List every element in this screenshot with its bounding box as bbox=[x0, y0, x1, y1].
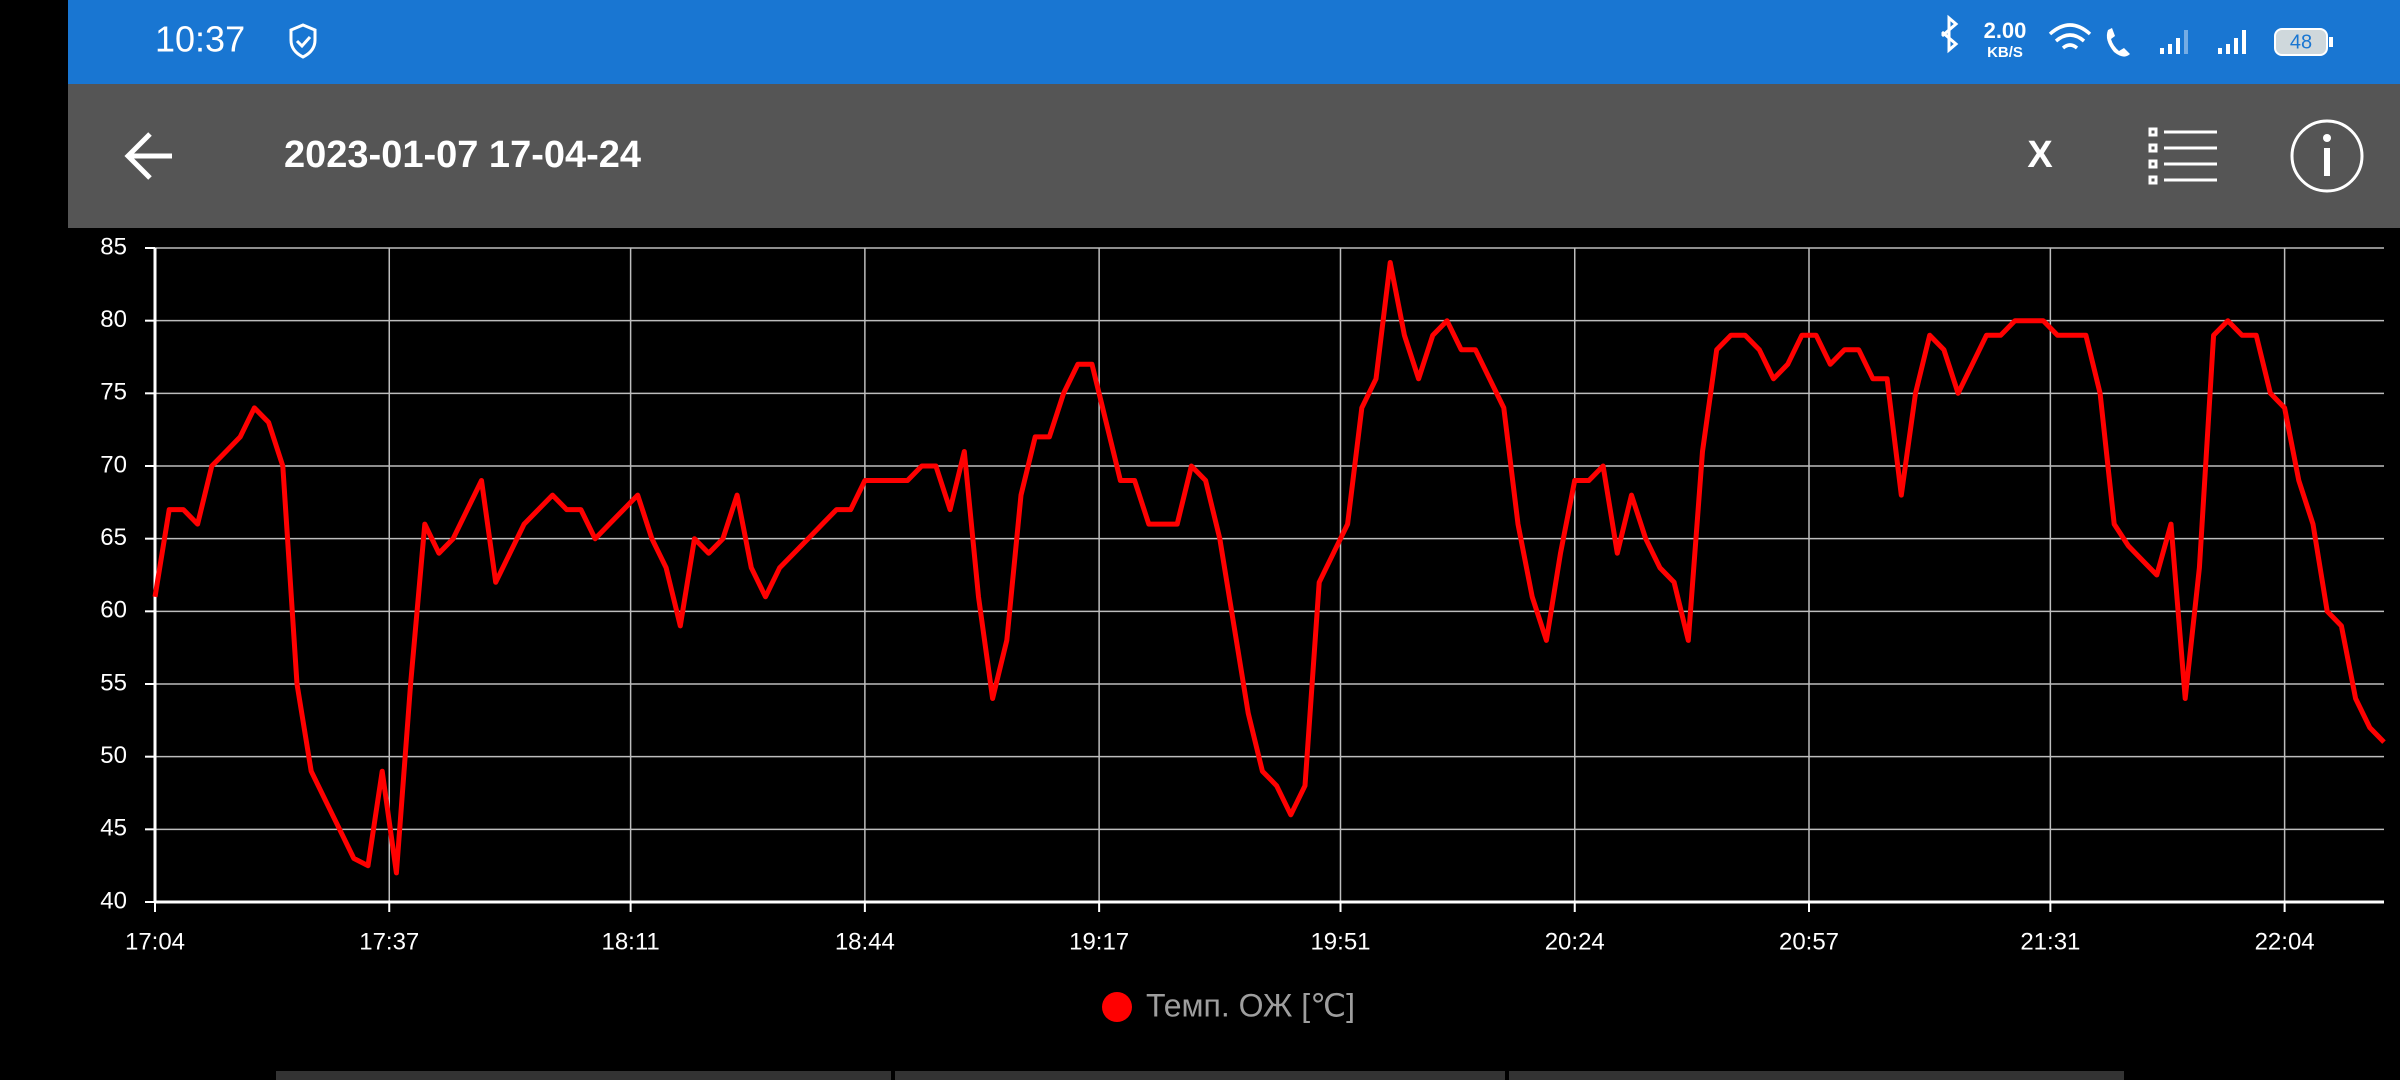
y-tick-label: 65 bbox=[100, 524, 127, 551]
x-tick-label: 20:57 bbox=[1779, 928, 1839, 955]
y-tick-label: 45 bbox=[100, 815, 127, 842]
info-button[interactable] bbox=[2290, 119, 2364, 193]
chart: 40 45 50 55 60 65 70 75 80 85 17:04 17:37 18:11 18:44… bbox=[100, 233, 2386, 955]
battery-icon bbox=[2274, 28, 2328, 56]
data-line bbox=[152, 260, 2386, 876]
x-tick-label: 17:04 bbox=[125, 928, 185, 955]
battery-tip bbox=[2329, 37, 2333, 47]
call-icon bbox=[2106, 28, 2130, 57]
signal-2 bbox=[2218, 30, 2246, 54]
wifi-icon bbox=[2048, 23, 2092, 50]
net-unit: KB/S bbox=[1987, 44, 2023, 61]
battery-level: 48 bbox=[2290, 31, 2312, 53]
x-tick-label: 19:17 bbox=[1069, 928, 1129, 955]
net-speed: 2.00 bbox=[1984, 18, 2027, 43]
nav-segment bbox=[1509, 1071, 2124, 1080]
toolbar-title: 2023-01-07 17-04-24 bbox=[284, 134, 641, 176]
x-tick-label: 18:11 bbox=[601, 928, 659, 955]
x-tick-label: 22:04 bbox=[2255, 928, 2315, 955]
legend-label: Темп. ОЖ [℃] bbox=[1146, 987, 1355, 1023]
shield-icon bbox=[289, 23, 317, 59]
legend-swatch bbox=[1102, 992, 1132, 1022]
x-tick-label: 19:51 bbox=[1310, 928, 1370, 955]
x-tick-label: 17:37 bbox=[359, 928, 419, 955]
y-tick-label: 55 bbox=[100, 669, 127, 696]
nav-segment bbox=[276, 1071, 891, 1080]
x-tick-label: 18:44 bbox=[835, 928, 895, 955]
status-bar bbox=[68, 0, 2400, 84]
y-tick-label: 80 bbox=[100, 306, 127, 333]
list-button[interactable] bbox=[2148, 127, 2217, 185]
y-tick-label: 75 bbox=[100, 379, 127, 406]
x-tick-label: 20:24 bbox=[1545, 928, 1605, 955]
y-tick-label: 70 bbox=[100, 451, 127, 478]
toolbar bbox=[68, 84, 2400, 228]
x-tick-label: 21:31 bbox=[2020, 928, 2080, 955]
nav-segment bbox=[895, 1071, 1505, 1080]
y-tick-label: 85 bbox=[100, 233, 127, 260]
bluetooth-icon bbox=[1941, 14, 1959, 54]
back-button[interactable] bbox=[124, 132, 172, 180]
y-tick-label: 50 bbox=[100, 742, 127, 769]
y-tick-label: 40 bbox=[100, 887, 127, 914]
signal-1 bbox=[2160, 30, 2188, 54]
status-time: 10:37 bbox=[155, 19, 245, 60]
close-button[interactable]: X bbox=[2027, 134, 2053, 176]
y-tick-label: 60 bbox=[100, 597, 127, 624]
